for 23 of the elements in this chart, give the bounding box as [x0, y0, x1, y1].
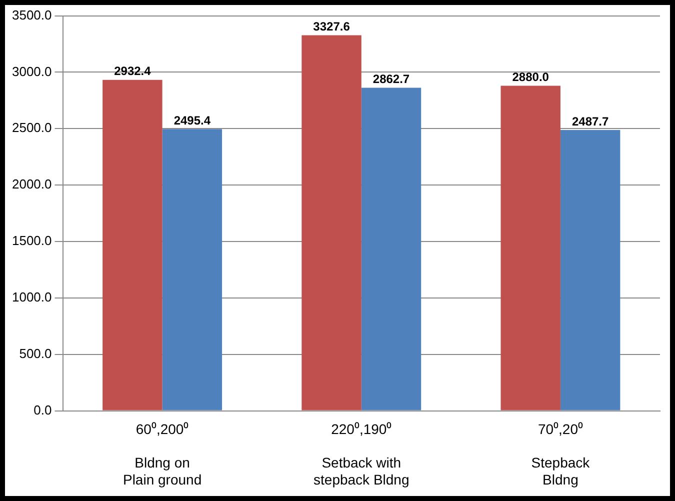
bar	[361, 88, 422, 410]
bar	[500, 86, 560, 410]
category-label: 70⁰,20⁰ Stepback Bldng	[531, 421, 590, 488]
data-label: 2932.4	[114, 64, 152, 78]
bar	[102, 80, 162, 410]
data-label: 2487.7	[572, 114, 609, 128]
y-tick-label: 2500.0	[12, 120, 52, 136]
y-tick-label: 1500.0	[12, 233, 52, 248]
data-label: 3327.6	[313, 20, 350, 34]
data-label: 2495.4	[174, 113, 211, 128]
bar	[560, 130, 620, 410]
y-tick-label: 0.0	[34, 402, 52, 418]
y-tick-label: 3000.0	[12, 64, 52, 79]
y-tick-label: 1000.0	[12, 290, 52, 305]
category-label: 220⁰,190⁰ Setback with stepback Bldng	[314, 421, 410, 488]
y-tick-label: 2000.0	[12, 176, 52, 192]
bar	[302, 35, 362, 410]
category-label: 60⁰,200⁰ Bldng on Plain ground	[122, 421, 202, 488]
y-tick-label: 500.0	[19, 346, 52, 361]
y-tick-label: 3500.0	[12, 7, 52, 22]
data-label: 2862.7	[372, 72, 410, 86]
bar	[162, 129, 222, 410]
data-label: 2880.0	[512, 70, 550, 84]
